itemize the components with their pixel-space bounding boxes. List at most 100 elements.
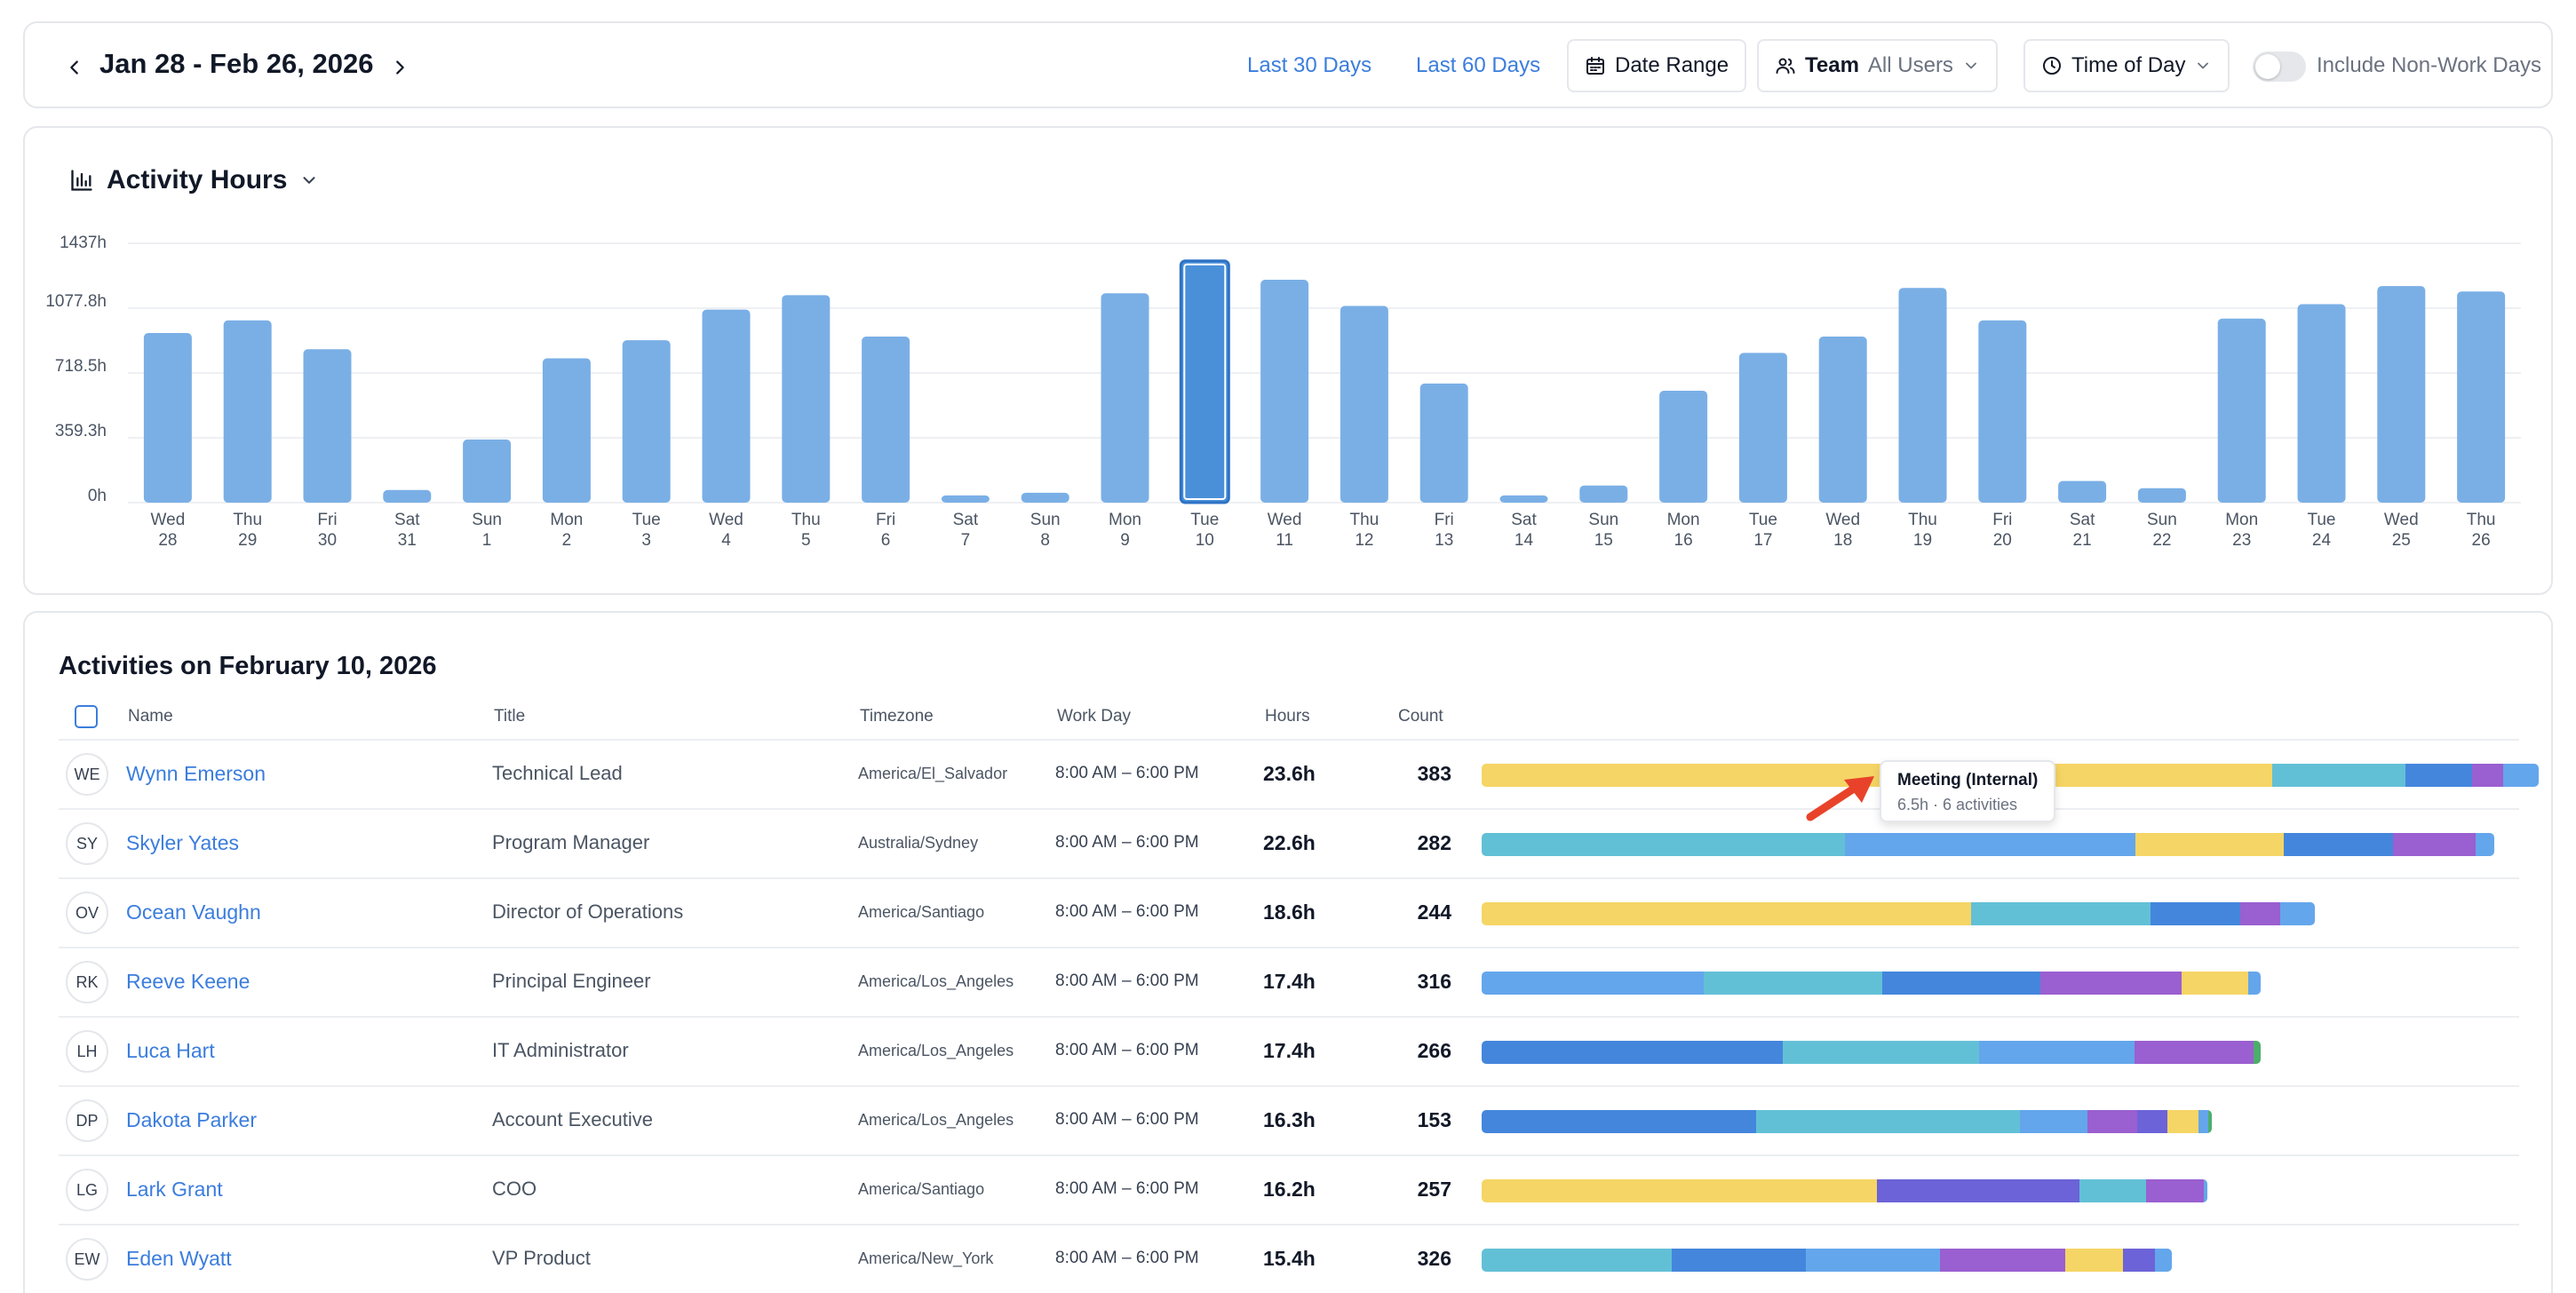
- user-name-link[interactable]: Skyler Yates: [126, 831, 239, 854]
- activity-segment[interactable]: [1806, 1249, 1940, 1272]
- activity-segment[interactable]: [2279, 902, 2315, 925]
- user-name-link[interactable]: Eden Wyatt: [126, 1247, 232, 1270]
- bar-sun-8[interactable]: [1021, 492, 1069, 503]
- bar-mon-23[interactable]: [2217, 318, 2266, 503]
- activity-segment[interactable]: [2198, 1110, 2208, 1133]
- bar-sat-21[interactable]: [2058, 480, 2107, 503]
- activity-segment[interactable]: [2405, 764, 2472, 787]
- activity-segment[interactable]: [2155, 1249, 2172, 1272]
- activity-segment[interactable]: [1877, 1179, 2080, 1202]
- activity-segment[interactable]: [1482, 902, 1971, 925]
- bar-mon-9[interactable]: [1101, 293, 1149, 503]
- activity-segment[interactable]: [2283, 833, 2393, 856]
- bar-fri-20[interactable]: [1978, 320, 2027, 503]
- column-header-title[interactable]: Title: [494, 707, 526, 726]
- column-header-count[interactable]: Count: [1398, 707, 1443, 726]
- user-name-link[interactable]: Lark Grant: [126, 1178, 223, 1201]
- bar-wed-28[interactable]: [143, 332, 192, 503]
- last-60-days-button[interactable]: Last 60 Days: [1416, 53, 1541, 77]
- activity-segment[interactable]: [1970, 902, 2151, 925]
- bar-mon-16[interactable]: [1659, 391, 1708, 503]
- activity-breakdown-bar[interactable]: [1482, 1249, 2172, 1272]
- activity-segment[interactable]: [1482, 1110, 1757, 1133]
- column-header-hours[interactable]: Hours: [1265, 707, 1310, 726]
- activity-segment[interactable]: [1845, 833, 2136, 856]
- activity-segment[interactable]: [1482, 972, 1704, 995]
- column-header-timezone[interactable]: Timezone: [860, 707, 934, 726]
- select-all-checkbox[interactable]: [75, 705, 98, 728]
- bar-sat-31[interactable]: [383, 489, 432, 503]
- activity-segment[interactable]: [2207, 1110, 2212, 1133]
- activity-segment[interactable]: [2392, 833, 2477, 856]
- last-30-days-button[interactable]: Last 30 Days: [1247, 53, 1372, 77]
- bar-thu-29[interactable]: [223, 320, 272, 503]
- table-row[interactable]: WE Wynn Emerson Technical Lead America/El_S…: [59, 739, 2539, 808]
- activity-segment[interactable]: [1703, 972, 1882, 995]
- bar-sun-1[interactable]: [463, 439, 512, 503]
- team-select[interactable]: Team All Users: [1757, 39, 1998, 92]
- time-of-day-select[interactable]: Time of Day: [2023, 39, 2230, 92]
- activity-segment[interactable]: [2472, 764, 2503, 787]
- bar-wed-25[interactable]: [2377, 286, 2426, 503]
- activity-segment[interactable]: [2167, 1110, 2199, 1133]
- bar-tue-3[interactable]: [622, 340, 671, 503]
- activity-segment[interactable]: [2151, 902, 2241, 925]
- bar-thu-5[interactable]: [782, 295, 831, 503]
- bar-fri-30[interactable]: [303, 349, 352, 503]
- activity-segment[interactable]: [1672, 1249, 1807, 1272]
- table-row[interactable]: EW Eden Wyatt VP Product America/New_York 8:…: [59, 1224, 2519, 1293]
- bar-sat-14[interactable]: [1499, 495, 1548, 503]
- activity-segment[interactable]: [2122, 1249, 2156, 1272]
- table-row[interactable]: OV Ocean Vaughn Director of Operations Amer…: [59, 877, 2519, 947]
- activity-segment[interactable]: [2203, 1179, 2207, 1202]
- activity-segment[interactable]: [2134, 1041, 2254, 1064]
- activity-breakdown-bar[interactable]: [1482, 1110, 2212, 1133]
- bar-sat-7[interactable]: [941, 495, 990, 503]
- activity-segment[interactable]: [1881, 972, 2040, 995]
- bar-fri-6[interactable]: [862, 337, 910, 503]
- date-range-button[interactable]: Date Range: [1567, 39, 1747, 92]
- activity-segment[interactable]: [2065, 1249, 2123, 1272]
- activity-segment[interactable]: [2272, 764, 2406, 787]
- activity-segment[interactable]: [1756, 1110, 2020, 1133]
- activity-segment[interactable]: [2145, 1179, 2204, 1202]
- bar-wed-11[interactable]: [1260, 280, 1309, 503]
- activity-segment[interactable]: [2502, 764, 2539, 787]
- user-name-link[interactable]: Wynn Emerson: [126, 762, 266, 785]
- activity-segment[interactable]: [1783, 1041, 1979, 1064]
- activity-segment[interactable]: [2087, 1110, 2138, 1133]
- activity-segment[interactable]: [1482, 1249, 1673, 1272]
- bar-fri-13[interactable]: [1419, 383, 1468, 503]
- activity-segment[interactable]: [2137, 1110, 2167, 1133]
- chart-metric-select[interactable]: Activity Hours: [69, 165, 319, 195]
- activity-segment[interactable]: [1482, 833, 1846, 856]
- activity-segment[interactable]: [2039, 972, 2182, 995]
- activity-segment[interactable]: [2135, 833, 2284, 856]
- activity-segment[interactable]: [2476, 833, 2494, 856]
- activity-segment[interactable]: [1978, 1041, 2135, 1064]
- activity-segment[interactable]: [2019, 1110, 2088, 1133]
- activity-segment[interactable]: [1482, 1179, 1878, 1202]
- activity-breakdown-bar[interactable]: [1482, 902, 2315, 925]
- activity-segment[interactable]: [2079, 1179, 2146, 1202]
- bar-wed-18[interactable]: [1818, 337, 1867, 503]
- user-name-link[interactable]: Reeve Keene: [126, 970, 250, 993]
- activity-breakdown-bar[interactable]: [1482, 1041, 2261, 1064]
- activity-breakdown-bar[interactable]: [1482, 833, 2494, 856]
- bar-tue-10[interactable]: [1179, 259, 1230, 504]
- activity-breakdown-bar[interactable]: [1482, 1179, 2207, 1202]
- table-row[interactable]: LG Lark Grant COO America/Santiago 8:00 AM –…: [59, 1154, 2519, 1224]
- bar-sun-22[interactable]: [2137, 488, 2186, 503]
- activity-segment[interactable]: [1939, 1249, 2066, 1272]
- bar-mon-2[interactable]: [542, 358, 591, 503]
- non-work-days-toggle[interactable]: [2253, 52, 2306, 82]
- bar-thu-12[interactable]: [1340, 305, 1388, 503]
- bar-tue-17[interactable]: [1738, 353, 1787, 503]
- activity-segment[interactable]: [2181, 972, 2248, 995]
- activity-segment[interactable]: [2240, 902, 2280, 925]
- table-row[interactable]: SY Skyler Yates Program Manager Australia/S…: [59, 808, 2519, 877]
- bar-tue-24[interactable]: [2297, 304, 2346, 503]
- column-header-workday[interactable]: Work Day: [1057, 707, 1132, 726]
- activity-segment[interactable]: [2254, 1041, 2261, 1064]
- bar-thu-26[interactable]: [2457, 291, 2506, 503]
